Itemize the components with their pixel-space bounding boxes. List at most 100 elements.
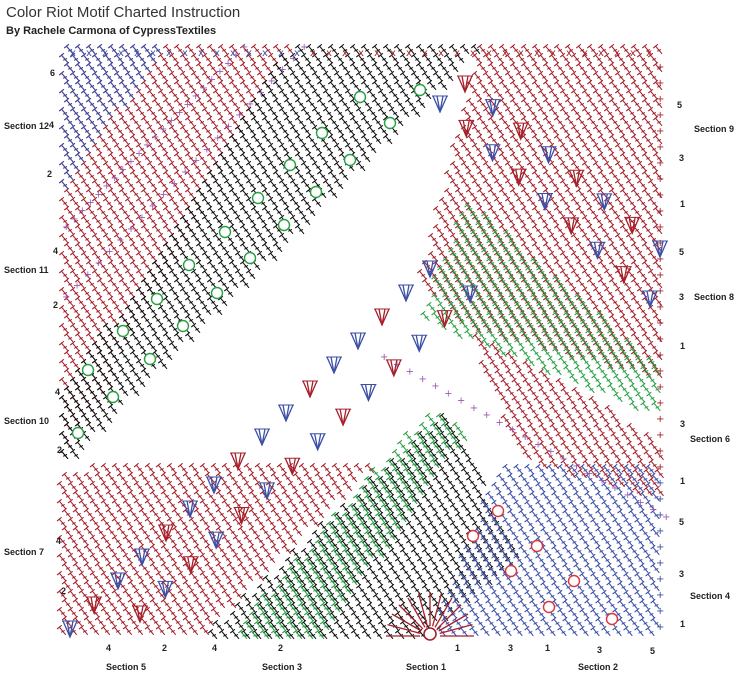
v-cluster-icon [230,452,246,471]
purple-accent: +++++++++++++++++++++++ [62,42,308,303]
chain-ring-icon [343,153,357,167]
v-cluster-icon [182,556,199,575]
chain-ring-icon [542,600,556,614]
row-number: 2 [278,643,284,653]
row-number: 5 [677,100,683,110]
row-number: 3 [597,645,603,655]
chain-ring-icon [218,225,232,239]
v-cluster-icon [510,168,527,187]
chain-ring-icon [106,390,120,404]
v-cluster-icon [158,524,174,543]
row-number: 1 [545,643,551,653]
section-label-12: Section 12 [4,121,50,131]
stitch-region [416,43,663,379]
v-cluster-icon [302,380,318,399]
stitch-bands: +++++++++++++++++++++++ +++++++++++++++++… [56,42,670,640]
v-cluster-icon [615,266,632,285]
section-label-4: Section 4 [690,591,731,601]
v-cluster-icon [254,428,270,447]
chain-ring-icon [81,363,95,377]
v-cluster-icon [484,144,501,163]
v-cluster-icon [596,193,613,212]
row-number: 1 [680,341,686,351]
chain-ring-icon [491,504,505,518]
v-cluster-icon [589,241,606,260]
v-cluster-icon [86,596,102,615]
v-cluster-icon [278,404,294,423]
row-number: 4 [55,387,61,397]
v-cluster-icon [309,433,326,452]
v-cluster-icon [537,193,553,212]
chain-ring-icon [182,258,196,272]
row-number: 4 [56,536,62,546]
v-cluster-icon [258,482,275,501]
row-number: 4 [53,246,59,256]
chain-ring-icon [466,529,480,543]
row-number: 3 [679,292,685,302]
row-number: 5 [679,247,685,257]
row-number: 3 [679,569,685,579]
v-cluster-icon [411,334,428,353]
v-cluster-icon [436,310,453,329]
section-label-11: Section 11 [4,265,49,275]
section-label-5: Section 5 [106,662,147,672]
v-cluster-icon [512,122,529,141]
v-cluster-icon [398,284,414,303]
row-number: 4 [212,643,218,653]
v-cluster-icon [284,457,301,476]
v-cluster-icon [360,383,377,403]
magic-ring-icon [423,627,437,641]
v-cluster-icon [62,620,78,639]
v-cluster-icon [374,308,390,327]
v-cluster-icon [233,507,250,526]
v-cluster-icon [134,548,150,567]
purple-accent: +++++++++++++++++++++++ [62,42,248,233]
row-number: 1 [455,643,461,653]
v-cluster-icon [652,240,668,259]
chain-ring-icon [309,185,323,199]
v-cluster-icon [568,169,585,188]
chain-ring-icon [283,158,297,172]
row-number: 1 [680,619,686,629]
v-cluster-icon [350,332,366,351]
chain-ring-icon [143,352,157,366]
row-number: 6 [50,68,56,78]
v-cluster-icon [132,605,148,624]
section-label-1: Section 1 [406,662,447,672]
chain-ring-icon [413,83,427,97]
chain-ring-icon [71,426,85,440]
v-cluster-icon [110,572,126,591]
purple-accent: +++++++++++++++++++++++ [380,352,670,523]
row-number: 2 [47,169,53,179]
v-cluster-icon [458,119,475,138]
section-label-8: Section 8 [694,292,735,302]
chain-ring-icon [251,191,265,205]
v-cluster-icon [624,216,641,236]
row-number: 3 [679,153,685,163]
row-number: 2 [162,643,168,653]
chain-ring-icon [504,564,518,578]
section-label-7: Section 7 [4,547,45,557]
v-cluster-rows [62,75,668,639]
row-number: 3 [508,643,514,653]
chain-ring-icon [210,286,224,300]
section-label-9: Section 9 [694,124,735,134]
chart-title: Color Riot Motif Charted Instruction [6,4,241,21]
v-cluster-icon [540,146,557,165]
stitch-region [56,462,375,636]
v-cluster-icon [432,95,448,114]
stitch-region [58,43,162,190]
stitch-region [58,43,481,460]
row-number: 5 [650,646,656,656]
chain-ring-icon [383,116,397,130]
row-number: 5 [679,517,685,527]
v-cluster-icon [457,75,473,94]
row-number: 2 [53,300,59,310]
chain-ring-icon [567,574,581,588]
v-cluster-icon [335,408,352,427]
row-number: 2 [61,586,67,596]
v-cluster-icon [385,359,402,378]
border-marks: x x x x x x x x x x x x x x x x x x x x x x x x x x x x x x x x x x x x x+++… [70,48,664,633]
v-cluster-icon [422,260,438,279]
